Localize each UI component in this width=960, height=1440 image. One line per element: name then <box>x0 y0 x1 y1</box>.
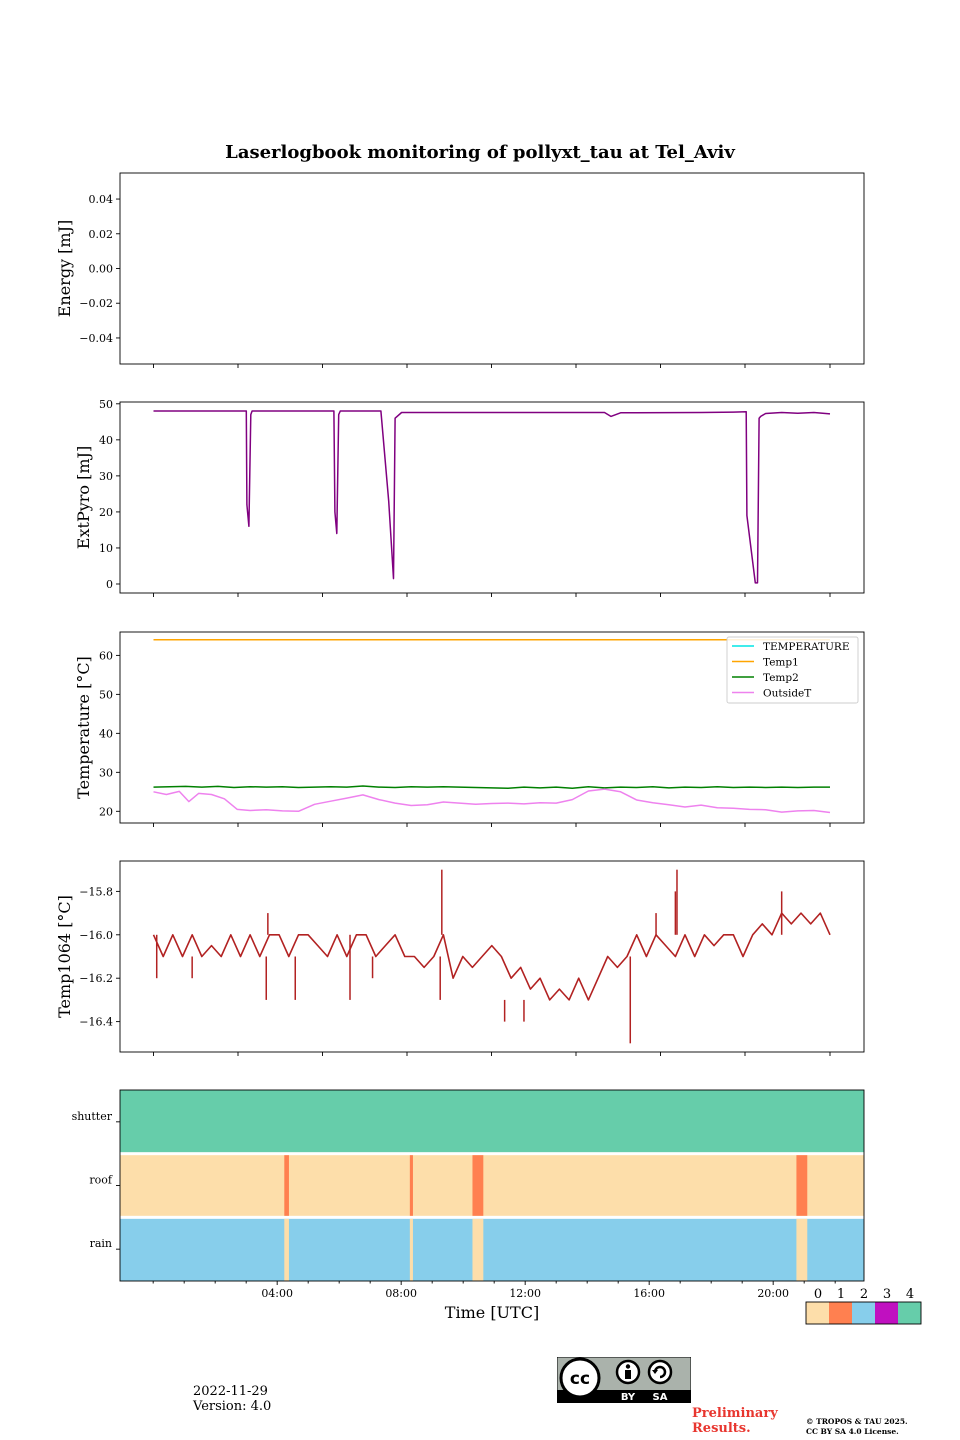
legend <box>726 636 859 704</box>
heatmap-cell-roof <box>472 1155 484 1216</box>
badge-by-label: BY <box>621 1392 636 1403</box>
colorbar-cell <box>898 1302 921 1324</box>
footer-date-version: 2022-11-29 Version: 4.0 <box>193 1384 271 1414</box>
y-tick-label: 0.02 <box>89 228 114 241</box>
colorbar-cell <box>875 1302 898 1324</box>
cc-by-sa-license-badge: cc BY SA <box>557 1357 691 1403</box>
y-tick-label: 20 <box>99 506 113 519</box>
legend-entry: Temp2 <box>763 672 799 684</box>
series-line-data <box>153 410 831 584</box>
colorbar-tick-label: 0 <box>814 1287 822 1302</box>
y-tick-label: −16.2 <box>79 972 113 985</box>
x-tick-label: 12:00 <box>509 1287 541 1300</box>
heatmap-cell-rain <box>472 1218 484 1281</box>
heatmap-cell-rain <box>120 1218 864 1281</box>
copyright-line-2: CC BY SA 4.0 License. <box>806 1427 899 1436</box>
date-label: 2022-11-29 <box>193 1384 268 1399</box>
y-tick-label: 40 <box>99 727 113 740</box>
colorbar-cell <box>829 1302 852 1324</box>
y-tick-label: 10 <box>99 542 113 555</box>
badge-sa-label: SA <box>653 1392 668 1403</box>
cc-icon <box>559 1357 601 1399</box>
y-tick-label: 50 <box>99 398 113 411</box>
y-tick-label: 30 <box>99 470 113 483</box>
y-axis-label: Temp1064 [°C] <box>55 895 74 1018</box>
series-line-data <box>152 912 831 1001</box>
y-axis-label: ExtPyro [mJ] <box>74 446 93 549</box>
panel-status-heatmap <box>116 1089 865 1285</box>
legend-entry: TEMPERATURE <box>763 641 850 653</box>
y-tick-label: 60 <box>99 649 113 662</box>
sa-share-alike-icon <box>647 1359 673 1385</box>
heatmap-cell-roof <box>796 1155 808 1216</box>
x-tick-label: 08:00 <box>385 1287 417 1300</box>
colorbar-cell <box>806 1302 829 1324</box>
copyright-note: © TROPOS & TAU 2025. CC BY SA 4.0 Licens… <box>806 1417 908 1437</box>
heatmap-cell-roof <box>409 1155 413 1216</box>
x-tick-label: 20:00 <box>757 1287 789 1300</box>
colorbar-tick-label: 3 <box>883 1287 891 1302</box>
panel-2 <box>116 401 865 597</box>
colorbar-tick-label: 2 <box>860 1287 868 1302</box>
row-label-rain: rain <box>90 1237 112 1250</box>
y-tick-label: 0.04 <box>89 193 114 206</box>
version-label: Version: 4.0 <box>193 1399 272 1414</box>
heatmap-cell-roof <box>120 1155 864 1216</box>
x-tick-label: 16:00 <box>633 1287 665 1300</box>
colorbar-tick-label: 4 <box>906 1287 914 1302</box>
legend-frame <box>726 636 859 704</box>
y-axis-label: Temperature [°C] <box>74 656 93 799</box>
figure-title: Laserlogbook monitoring of pollyxt_tau a… <box>225 142 735 163</box>
series-line-outsidet <box>153 788 831 814</box>
panel-3 <box>116 631 865 827</box>
y-tick-label: 0 <box>106 578 113 591</box>
copyright-line-1: © TROPOS & TAU 2025. <box>806 1417 908 1426</box>
x-tick-label: 04:00 <box>261 1287 293 1300</box>
y-tick-label: 0.00 <box>89 263 114 276</box>
heatmap-cell-roof <box>284 1155 289 1216</box>
x-axis-label: Time [UTC] <box>445 1303 539 1322</box>
y-tick-label: −16.0 <box>79 929 113 942</box>
y-tick-label: 30 <box>99 766 113 779</box>
y-tick-label: 50 <box>99 688 113 701</box>
y-tick-label: 20 <box>99 805 113 818</box>
y-tick-label: −0.04 <box>79 332 113 345</box>
y-axis-label: Energy [mJ] <box>55 220 74 318</box>
panel-4 <box>116 860 865 1056</box>
heatmap-cell-rain <box>796 1218 808 1281</box>
y-tick-label: 40 <box>99 434 113 447</box>
legend-entry: OutsideT <box>763 688 811 700</box>
y-tick-label: −15.8 <box>79 885 113 898</box>
row-label-roof: roof <box>89 1174 113 1187</box>
row-label-shutter: shutter <box>72 1110 113 1123</box>
series-line-temp2 <box>153 785 830 790</box>
y-tick-label: −16.4 <box>79 1016 113 1029</box>
y-tick-label: −0.02 <box>79 297 113 310</box>
plot-area-frame <box>119 401 865 594</box>
legend-entry: Temp1 <box>763 657 799 669</box>
status-colorbar <box>805 1301 922 1325</box>
preliminary-results-note: Preliminary Results. <box>692 1406 778 1436</box>
heatmap-cell-rain <box>409 1218 413 1281</box>
colorbar-frame <box>805 1301 922 1325</box>
heatmap-cell-shutter <box>120 1090 864 1153</box>
panel-1 <box>116 172 865 368</box>
preliminary-line-2: Results. <box>692 1421 751 1436</box>
plot-area-frame <box>119 860 865 1053</box>
colorbar-tick-label: 1 <box>837 1287 845 1302</box>
heatmap-cell-rain <box>284 1218 289 1281</box>
colorbar-cell <box>852 1302 875 1324</box>
preliminary-line-1: Preliminary <box>692 1406 778 1421</box>
svg-text:cc: cc <box>570 1369 590 1389</box>
plot-area-frame <box>119 172 865 365</box>
